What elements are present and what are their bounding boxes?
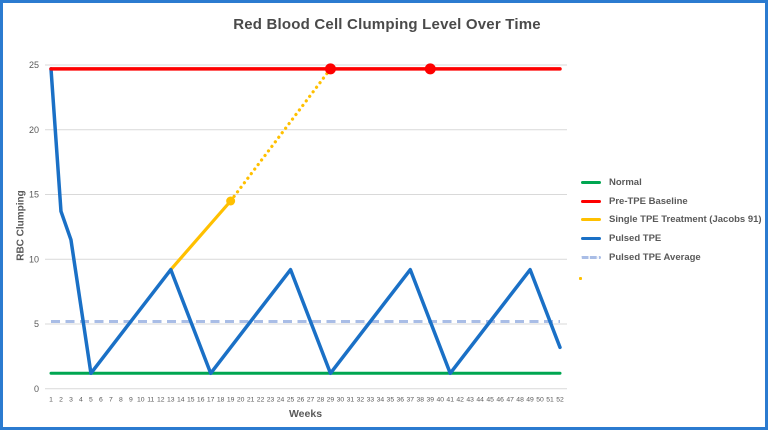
x-tick-label: 28: [317, 397, 325, 404]
chart-title: Red Blood Cell Clumping Level Over Time: [233, 16, 541, 33]
legend-label: Normal: [609, 177, 642, 189]
x-tick-label: 23: [267, 397, 275, 404]
x-tick-label: 16: [197, 397, 205, 404]
x-tick-label: 26: [297, 397, 305, 404]
x-tick-label: 32: [357, 397, 365, 404]
x-tick-label: 6: [99, 397, 103, 404]
legend-item-pre-tpe-baseline: Pre-TPE Baseline: [581, 195, 762, 209]
y-tick-label: 25: [29, 60, 39, 70]
legend-label: Single TPE Treatment (Jacobs 91): [609, 214, 762, 226]
x-tick-label: 44: [476, 397, 484, 404]
x-tick-label: 36: [397, 397, 405, 404]
y-axis-title: RBC Clumping: [15, 190, 27, 261]
legend-label: Pulsed TPE: [609, 233, 662, 245]
x-tick-label: 2: [59, 397, 63, 404]
x-tick-label: 25: [287, 397, 295, 404]
marker-pre-tpe-baseline: [424, 63, 436, 75]
x-tick-label: 37: [407, 397, 415, 404]
x-tick-label: 38: [416, 397, 424, 404]
x-tick-label: 50: [536, 397, 544, 404]
legend-swatch-normal: [581, 181, 601, 185]
legend-label: Pre-TPE Baseline: [609, 195, 688, 207]
x-axis-title: Weeks: [288, 408, 323, 420]
x-tick-label: 43: [466, 397, 474, 404]
x-tick-label: 18: [217, 397, 225, 404]
x-tick-label: 13: [167, 397, 175, 404]
x-tick-label: 52: [556, 397, 564, 404]
x-tick-label: 4: [79, 397, 83, 404]
stray-marker-dot: [579, 277, 582, 280]
x-tick-label: 8: [119, 397, 123, 404]
x-tick-label: 42: [456, 397, 464, 404]
x-tick-label: 34: [377, 397, 385, 404]
x-tick-label: 40: [436, 397, 444, 404]
x-tick-label: 46: [496, 397, 504, 404]
x-tick-label: 35: [387, 397, 395, 404]
y-tick-label: 10: [29, 254, 39, 264]
legend: Normal Pre-TPE Baseline Single TPE Treatme…: [581, 176, 762, 264]
y-tick-label: 5: [34, 319, 39, 329]
x-tick-label: 19: [227, 397, 235, 404]
x-tick-label: 48: [516, 397, 524, 404]
legend-swatch-pulsed-tpe: [581, 237, 601, 241]
legend-item-normal: Normal: [581, 176, 762, 190]
x-tick-label: 3: [69, 397, 73, 404]
y-tick-label: 0: [34, 384, 39, 394]
x-tick-label: 24: [277, 397, 285, 404]
x-tick-label: 11: [147, 397, 154, 404]
x-tick-label: 1: [49, 397, 53, 404]
legend-swatch-pre-tpe-baseline: [581, 199, 601, 203]
series-single-tpe-treatment-jacobs-91: [229, 67, 333, 203]
x-tick-label: 33: [367, 397, 375, 404]
x-tick-label: 22: [257, 397, 265, 404]
x-tick-label: 21: [247, 397, 255, 404]
series-pulsed-tpe: [49, 67, 562, 376]
x-tick-label: 20: [237, 397, 245, 404]
x-tick-label: 31: [347, 397, 355, 404]
x-tick-label: 14: [177, 397, 185, 404]
x-tick-label: 12: [157, 397, 165, 404]
legend-item-pulsed-tpe: Pulsed TPE: [581, 232, 762, 246]
x-tick-label: 17: [207, 397, 215, 404]
x-tick-label: 30: [337, 397, 345, 404]
x-tick-label: 45: [486, 397, 494, 404]
x-tick-label: 10: [137, 397, 145, 404]
x-tick-label: 39: [426, 397, 434, 404]
x-tick-label: 29: [327, 397, 335, 404]
x-tick-label: 27: [307, 397, 315, 404]
x-tick-label: 51: [546, 397, 554, 404]
x-tick-label: 47: [506, 397, 514, 404]
legend-swatch-pulsed-tpe-average: [581, 255, 601, 259]
legend-swatch-single-tpe-treatment-jacobs-91: [581, 218, 601, 222]
x-tick-label: 5: [89, 397, 93, 404]
legend-item-pulsed-tpe-average: Pulsed TPE Average: [581, 250, 762, 264]
x-tick-label: 41: [446, 397, 454, 404]
legend-item-single-tpe-treatment-jacobs-91: Single TPE Treatment (Jacobs 91): [581, 213, 762, 227]
x-tick-label: 7: [109, 397, 113, 404]
y-tick-label: 20: [29, 125, 39, 135]
legend-label: Pulsed TPE Average: [609, 251, 701, 263]
marker-pre-tpe-baseline: [324, 63, 336, 75]
x-tick-label: 15: [187, 397, 195, 404]
marker-single-tpe-treatment-jacobs-91: [226, 196, 236, 206]
y-tick-label: 15: [29, 190, 39, 200]
series-single-tpe-treatment-jacobs-91: [169, 199, 233, 272]
x-tick-label: 49: [526, 397, 534, 404]
x-tick-label: 9: [129, 397, 133, 404]
